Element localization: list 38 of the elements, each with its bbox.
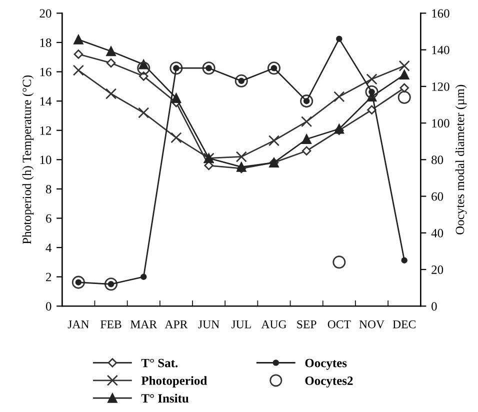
x-tick-label: AUG [261, 320, 286, 328]
x-tick-label: SEP [297, 320, 316, 328]
legend-label: Oocytes [305, 358, 347, 370]
y2-tick-label: 0 [432, 302, 437, 311]
x-tick-label: JAN [68, 320, 89, 328]
y2-tick-label: 120 [432, 82, 450, 91]
legend-label: T° Sat. [141, 358, 178, 368]
y-tick-label: 4 [46, 244, 52, 252]
y2-tick-label: 40 [431, 228, 444, 238]
x-tick-label: OCT [328, 320, 351, 328]
y2-tick-label: 100 [432, 119, 450, 128]
x-tick-label: JUL [231, 320, 251, 328]
y2-axis-title: Oocytes modal diameter (µm) [455, 84, 467, 234]
y2-tick-label: 160 [432, 9, 450, 18]
y2-tick-label: 140 [432, 46, 450, 54]
y-tick-label: 0 [46, 302, 52, 311]
y2-tick-label: 80 [432, 156, 444, 164]
legend-label: T° Insitu [141, 394, 189, 403]
y-tick-label: 8 [46, 184, 52, 194]
y-tick-label: 20 [40, 9, 52, 18]
y-tick-label: 6 [46, 214, 52, 223]
legend-label: Oocytes2 [305, 376, 353, 388]
x-tick-label: MAR [130, 320, 158, 328]
y-tick-label: 10 [40, 156, 52, 164]
y-tick-label: 12 [40, 126, 52, 135]
x-tick-label: FEB [100, 320, 122, 328]
y2-tick-label: 20 [432, 266, 444, 274]
y-axis-title: Photoperiod (h) Temperature (°C) [22, 75, 34, 244]
x-tick-label: NOV [359, 320, 384, 328]
x-tick-label: DEC [392, 320, 416, 328]
y-tick-label: 18 [40, 38, 52, 47]
legend-label: Photoperiod [141, 376, 208, 388]
y2-tick-label: 60 [432, 192, 444, 201]
y-tick-label: 14 [40, 97, 52, 106]
y-tick-label: 16 [40, 68, 52, 76]
y-tick-label: 2 [46, 272, 52, 282]
x-tick-label: APR [164, 320, 188, 328]
x-tick-label: JUN [198, 320, 220, 328]
